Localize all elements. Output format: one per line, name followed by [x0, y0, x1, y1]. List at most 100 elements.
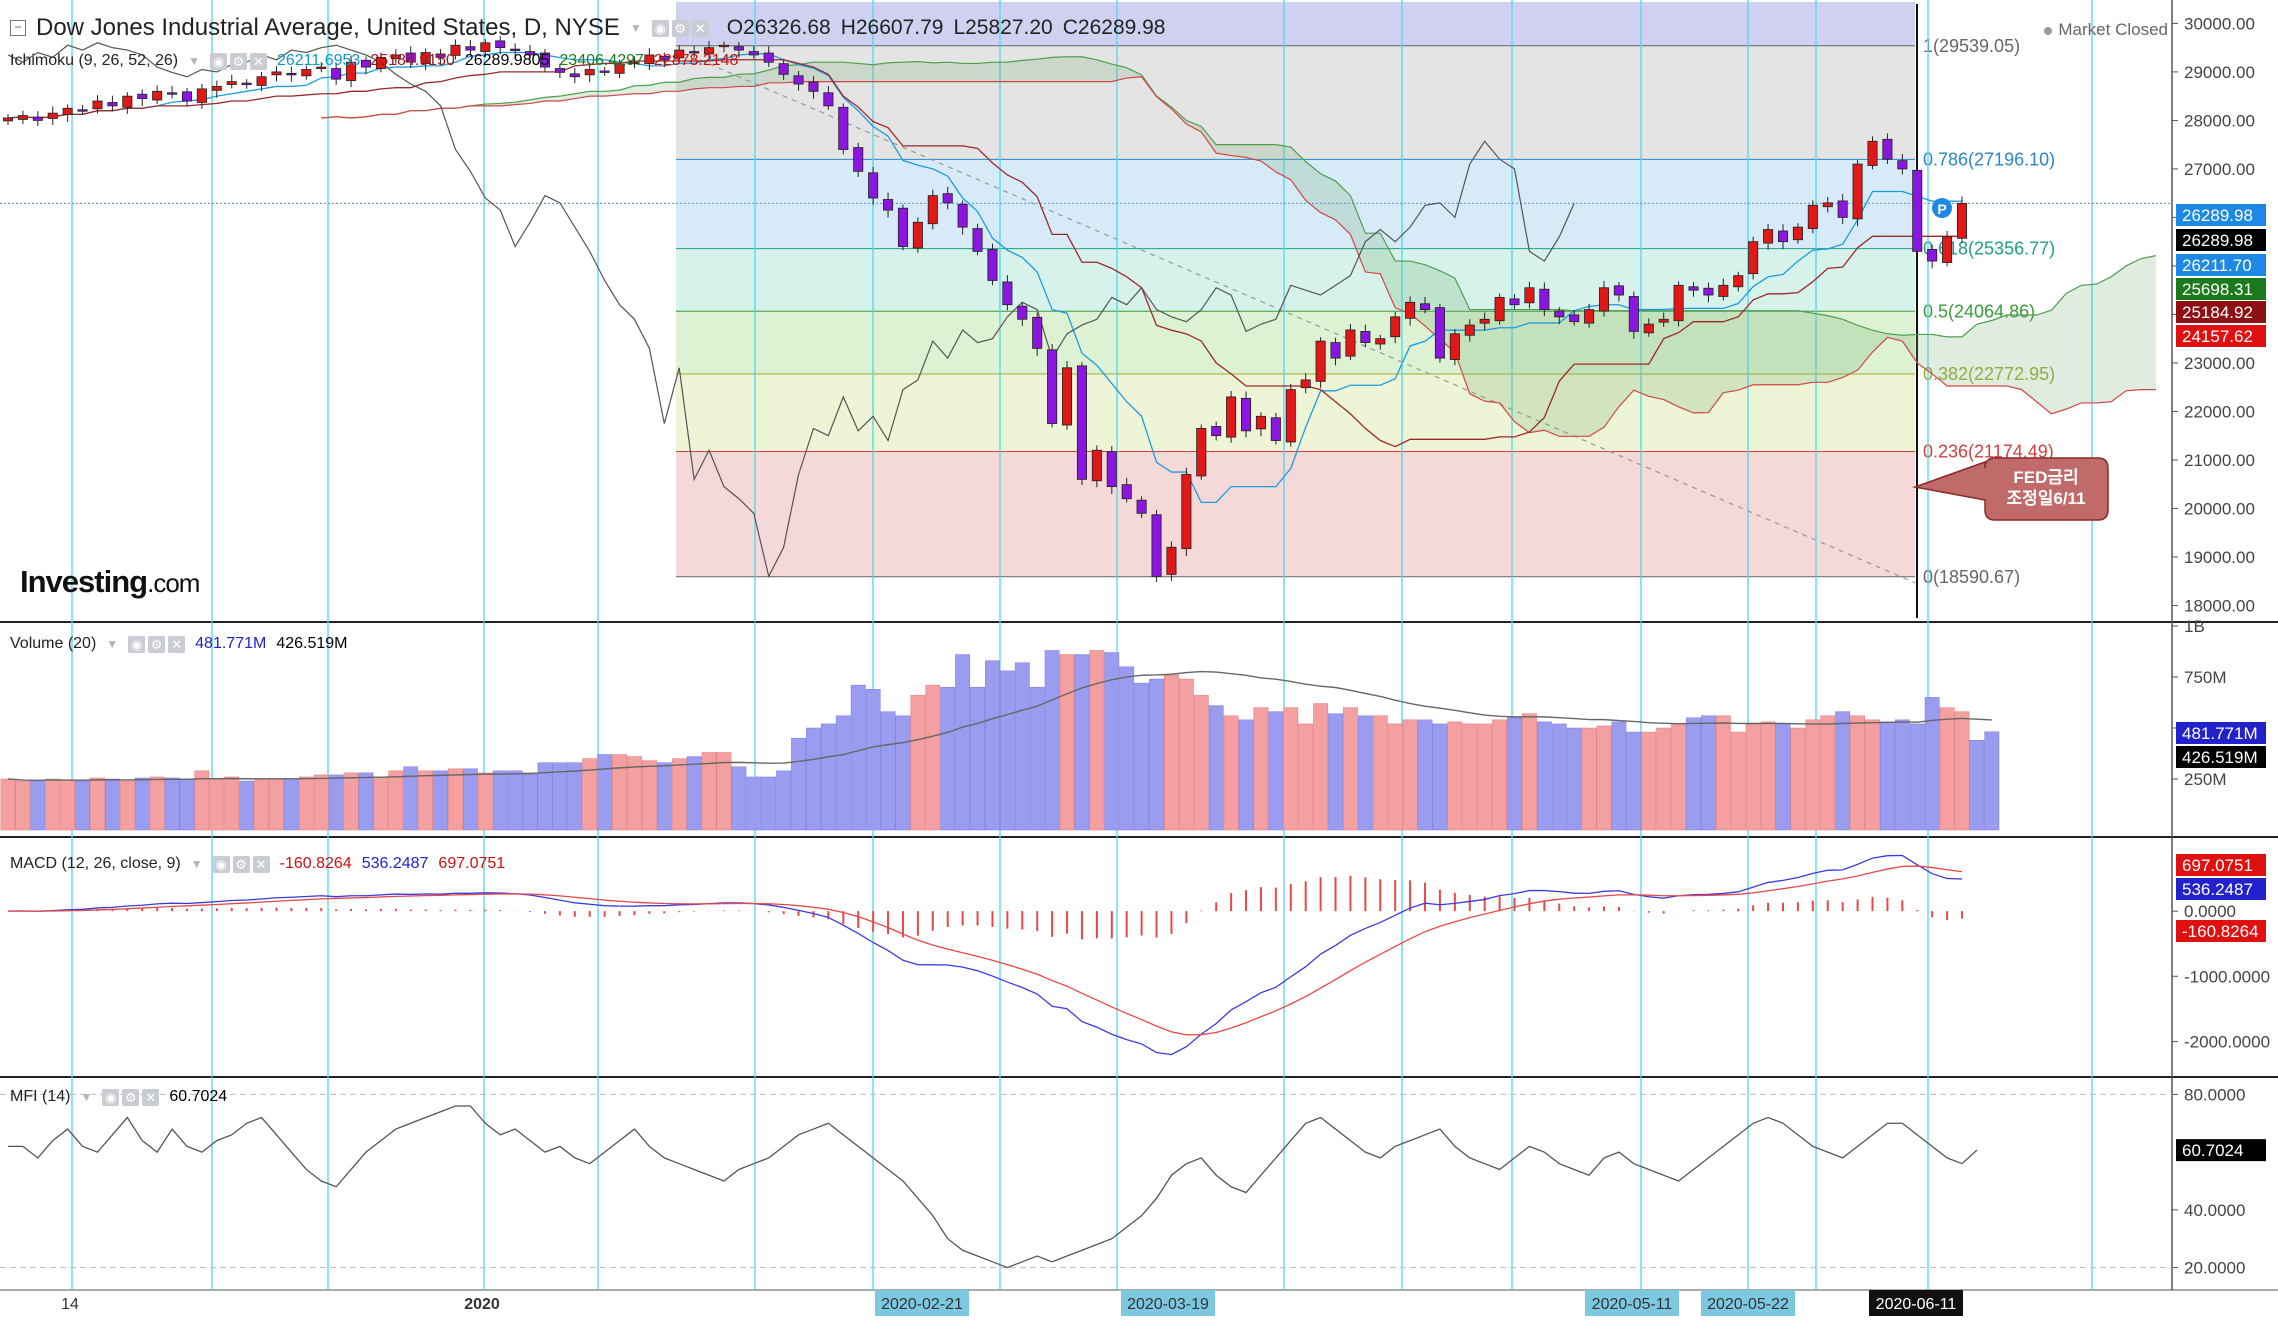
candle	[1285, 383, 1296, 447]
volume-bar	[671, 758, 687, 831]
volume-badge-bg	[2176, 722, 2266, 744]
candle-body	[1643, 323, 1654, 334]
candle	[539, 49, 551, 72]
candle	[1166, 541, 1177, 581]
time-label-text: 2020-06-11	[1876, 1296, 1957, 1313]
candle	[1792, 223, 1803, 244]
volume-bar	[60, 779, 76, 831]
candle-body	[1479, 318, 1490, 324]
gear-icon[interactable]: ⚙	[229, 52, 247, 70]
price-badge-bg	[2176, 254, 2266, 276]
volume-bar	[1671, 723, 1687, 831]
chevron-down-icon[interactable]: ▼	[190, 857, 203, 871]
candle	[181, 87, 193, 107]
volume-bar	[627, 756, 642, 831]
close-icon[interactable]: ✕	[142, 1088, 160, 1106]
macd-badge: -160.8264	[2176, 920, 2266, 942]
gear-icon[interactable]: ⚙	[122, 1088, 140, 1106]
candle	[47, 106, 58, 125]
price-tick-label: 27000.00	[2184, 160, 2255, 179]
candle-body	[465, 46, 476, 51]
candle-body	[1628, 296, 1639, 332]
macd-badge-text: 697.0751	[2182, 856, 2253, 875]
candle	[1748, 236, 1759, 280]
volume-bar	[1850, 715, 1865, 831]
candle-body	[375, 56, 386, 69]
close-icon[interactable]: ✕	[252, 855, 270, 873]
candle-body	[316, 66, 327, 69]
volume-bar	[970, 686, 985, 831]
volume-bar	[820, 723, 836, 831]
candle-body	[510, 48, 521, 52]
candle	[1464, 319, 1475, 342]
candle-body	[1464, 324, 1475, 336]
candle-body	[897, 207, 908, 247]
candle-body	[241, 82, 252, 85]
chevron-down-icon[interactable]: ▼	[629, 21, 642, 35]
candle-body	[629, 61, 640, 65]
collapse-icon[interactable]: −	[10, 20, 26, 36]
fib-level-label: 0.786(27196.10)	[1923, 149, 2055, 169]
volume-bar	[507, 770, 523, 831]
close-icon[interactable]: ✕	[249, 52, 267, 70]
eye-icon[interactable]: ◉	[212, 855, 230, 873]
candle	[1897, 153, 1908, 175]
price-badge: 26211.70	[2176, 254, 2266, 276]
gear-icon[interactable]: ⚙	[671, 19, 689, 37]
volume-badge-bg	[2176, 746, 2266, 768]
gear-icon[interactable]: ⚙	[148, 635, 166, 653]
time-label-text: 2020	[464, 1296, 500, 1313]
volume-bar	[1253, 707, 1269, 831]
logo-main: Investing	[20, 564, 148, 599]
volume-bar	[105, 778, 120, 831]
volume-bar	[1551, 723, 1567, 831]
candle	[1330, 337, 1341, 366]
volume-bar	[194, 770, 210, 831]
candle-body	[1419, 303, 1431, 310]
volume-bar	[1507, 717, 1522, 831]
volume-bar	[1238, 719, 1254, 831]
close-icon[interactable]: ✕	[168, 635, 186, 653]
candle-body	[1300, 379, 1311, 389]
close-icon[interactable]: ✕	[691, 19, 709, 37]
ichimoku-senkou-b	[321, 76, 2156, 437]
candle-body	[1106, 451, 1117, 488]
candle-body	[1613, 285, 1624, 296]
eye-icon[interactable]: ◉	[209, 52, 227, 70]
candle-body	[733, 46, 744, 51]
eye-icon[interactable]: ◉	[128, 635, 146, 653]
ichimoku-chikou	[7, 42, 1575, 579]
macd-tick-label: -1000.0000	[2184, 967, 2270, 986]
candle	[674, 45, 685, 62]
volume-bar	[806, 727, 821, 831]
eye-icon[interactable]: ◉	[102, 1088, 120, 1106]
price-tick-label: 28000.00	[2184, 111, 2255, 130]
volume-bar	[582, 758, 598, 831]
eye-icon[interactable]: ◉	[651, 19, 669, 37]
chevron-down-icon[interactable]: ▼	[188, 54, 200, 68]
volume-bar	[999, 670, 1015, 831]
chevron-down-icon[interactable]: ▼	[80, 1090, 93, 1104]
candle	[659, 52, 670, 68]
candle	[1255, 412, 1266, 437]
legend-value: 697.0751	[438, 855, 506, 872]
candle	[1375, 334, 1386, 350]
price-tick-label: 21000.00	[2184, 451, 2255, 470]
volume-bar	[1313, 703, 1329, 831]
volume-bar	[313, 774, 329, 831]
fib-level-label: 0.618(25356.77)	[1923, 239, 2055, 259]
candle	[375, 52, 386, 73]
investing-logo: Investing.com	[20, 564, 200, 600]
gear-icon[interactable]: ⚙	[232, 855, 250, 873]
candle	[256, 71, 267, 92]
chevron-down-icon[interactable]: ▼	[106, 637, 119, 651]
candle-body	[1405, 301, 1416, 319]
candle-body	[47, 112, 58, 119]
candle	[1584, 303, 1595, 328]
volume-bar	[1686, 717, 1701, 831]
candle-body	[450, 44, 461, 56]
volume-bar	[1909, 723, 1925, 831]
candle	[1912, 166, 1923, 258]
